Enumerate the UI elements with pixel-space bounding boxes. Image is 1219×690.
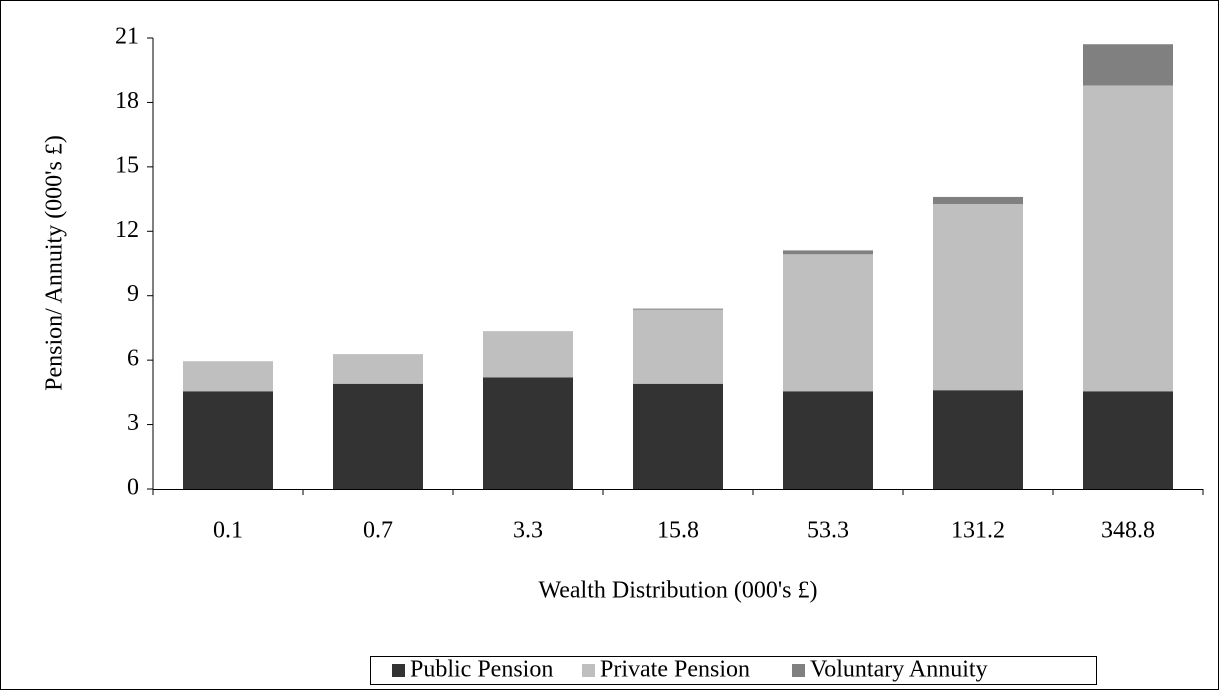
y-axis-title: Pension/ Annuity (000's £) [42, 135, 68, 391]
x-tick-label: 348.8 [1101, 518, 1155, 544]
y-tick-label: 6 [127, 346, 139, 372]
x-tick-label: 131.2 [951, 518, 1005, 544]
x-tick-label: 0.1 [213, 518, 243, 544]
x-axis-title: Wealth Distribution (000's £) [538, 578, 817, 604]
legend-label: Public Pension [410, 657, 553, 683]
bar-segment [1083, 391, 1173, 489]
bar-segment [933, 196, 1023, 205]
y-tick-label: 3 [127, 410, 139, 436]
y-tick-label: 21 [115, 24, 139, 50]
bar-segment [933, 390, 1023, 489]
bar-segment [1083, 85, 1173, 392]
bar-segment [183, 361, 273, 392]
bar-segment [483, 377, 573, 489]
bar-segment [633, 308, 723, 310]
x-tick-label: 53.3 [807, 518, 849, 544]
y-tick-label: 9 [127, 281, 139, 307]
legend-swatch [582, 664, 595, 677]
legend-box [370, 656, 1097, 685]
legend-swatch [392, 664, 405, 677]
bar-segment [933, 204, 1023, 391]
y-tick-label: 18 [115, 88, 139, 114]
x-tick-label: 0.7 [363, 518, 393, 544]
bar-segment [333, 354, 423, 384]
bar-segment [183, 391, 273, 489]
y-tick-label: 0 [127, 475, 139, 501]
bar-segment [783, 391, 873, 489]
x-tick-label: 15.8 [657, 518, 699, 544]
y-tick-label: 12 [115, 217, 139, 243]
y-tick-label: 15 [115, 152, 139, 178]
legend-swatch [792, 664, 805, 677]
bar-segment [783, 254, 873, 392]
bar-segment [483, 331, 573, 378]
legend-label: Private Pension [600, 657, 750, 683]
x-tick-label: 3.3 [513, 518, 543, 544]
bar-segment [633, 309, 723, 384]
bar-segment [1083, 44, 1173, 86]
bar-segment [333, 383, 423, 489]
legend-label: Voluntary Annuity [810, 657, 988, 683]
bar-segment [783, 250, 873, 255]
bar-segment [633, 383, 723, 489]
